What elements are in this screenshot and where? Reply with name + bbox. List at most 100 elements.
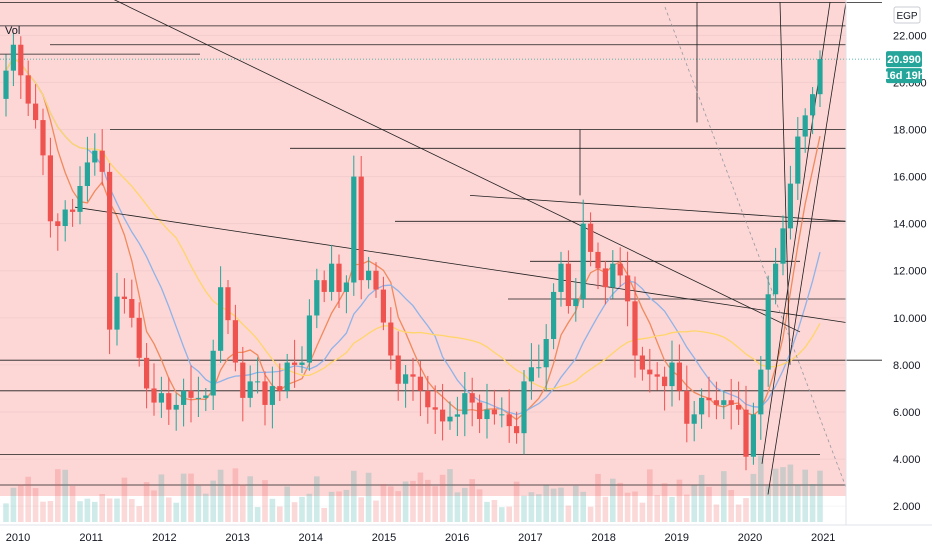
volume-bar: [787, 464, 794, 522]
candle-body: [743, 409, 749, 457]
volume-bar: [402, 481, 409, 522]
volume-bar: [25, 476, 31, 522]
volume-bar: [291, 502, 298, 522]
volume-bar: [439, 474, 446, 522]
ma-fast-line: [5, 56, 821, 421]
volume-bar: [203, 493, 209, 522]
volume-bar: [632, 491, 638, 522]
ma-slow-line: [5, 56, 821, 390]
candle-body: [358, 176, 364, 281]
candle-body: [70, 209, 76, 212]
candle-body: [662, 376, 668, 387]
candle-body: [610, 263, 616, 288]
candle-body: [477, 402, 483, 420]
volume-bar: [476, 489, 483, 522]
candle-body: [432, 407, 438, 410]
candle-body: [292, 362, 298, 365]
candle-body: [440, 409, 446, 422]
volume-bar: [321, 507, 327, 522]
candle-body: [595, 251, 601, 269]
price-tick-label: 10.000: [893, 313, 927, 325]
time-tick-label: 2014: [299, 532, 323, 544]
candle-body: [565, 263, 571, 307]
volume-bar: [277, 506, 283, 522]
volume-bar: [528, 492, 535, 522]
candle-body: [92, 150, 98, 163]
price-tick-label: 4.000: [893, 454, 921, 466]
volume-bar: [728, 490, 734, 522]
volume-bar: [809, 484, 816, 522]
trendline[interactable]: [779, 2, 791, 365]
volume-bar: [454, 492, 461, 522]
candle-body: [107, 171, 113, 330]
volume-bar: [758, 455, 764, 522]
trendline[interactable]: [767, 2, 847, 495]
volume-bar: [624, 492, 631, 522]
candle-body: [521, 381, 527, 434]
candle-body: [240, 362, 246, 398]
volume-bar: [410, 480, 416, 522]
volume-bar: [735, 504, 742, 522]
candle-body: [802, 115, 808, 137]
candle-body: [669, 362, 675, 387]
trendline[interactable]: [110, 0, 801, 333]
trendline[interactable]: [74, 206, 847, 323]
candle-body: [551, 291, 557, 340]
dashed-trendline[interactable]: [664, 6, 847, 488]
volume-bar: [565, 505, 572, 522]
candle-body: [543, 339, 549, 368]
time-tick-label: 2016: [445, 532, 469, 544]
volume-bar: [425, 479, 431, 522]
volume-bar: [713, 504, 720, 522]
candle-body: [25, 75, 31, 104]
time-tick-label: 2019: [665, 532, 689, 544]
candle-body: [625, 275, 631, 302]
volume-bar: [106, 498, 113, 522]
last-price-badge: 20.990: [886, 51, 922, 68]
volume-bar: [558, 487, 564, 522]
candle-body: [33, 103, 39, 121]
candle-body: [728, 400, 734, 405]
candle-body: [469, 393, 475, 403]
time-tick-label: 2017: [518, 532, 542, 544]
candle-body: [269, 386, 275, 405]
candle-body: [366, 270, 372, 281]
countdown-text: 16d 19h: [884, 70, 925, 82]
candle-body: [617, 263, 623, 276]
price-tick-label: 6.000: [893, 407, 921, 419]
volume-bar: [691, 485, 697, 522]
candle-body: [780, 228, 786, 264]
volume-bar: [772, 468, 779, 522]
volume-bar: [750, 473, 757, 522]
candle-body: [84, 162, 90, 186]
volume-bar: [99, 493, 105, 522]
candle-body: [129, 298, 135, 318]
volume-bar: [417, 472, 424, 522]
time-tick-label: 2012: [152, 532, 176, 544]
volume-bar: [684, 494, 690, 522]
candle-body: [173, 404, 179, 410]
candle-body: [195, 397, 201, 399]
volume-bar: [217, 469, 224, 522]
time-tick-label: 2010: [6, 532, 30, 544]
currency-badge[interactable]: EGP: [893, 6, 921, 24]
candle-body: [277, 386, 283, 391]
volume-bar: [661, 483, 668, 522]
volume-bar: [365, 472, 372, 522]
candle-body: [425, 390, 431, 408]
highlight-zone: [0, 0, 846, 496]
volume-bar: [469, 479, 475, 522]
candle-body: [721, 400, 727, 405]
candle-body: [284, 362, 290, 391]
candle-body: [203, 395, 209, 398]
volume-bar: [395, 491, 401, 522]
candle-body: [454, 414, 460, 417]
volume-bar: [343, 489, 350, 522]
candle-body: [47, 155, 53, 222]
volume-bar: [3, 503, 9, 522]
candle-body: [676, 362, 682, 391]
time-tick-label: 2013: [225, 532, 249, 544]
volume-bar: [610, 478, 616, 522]
candle-body: [787, 183, 793, 229]
